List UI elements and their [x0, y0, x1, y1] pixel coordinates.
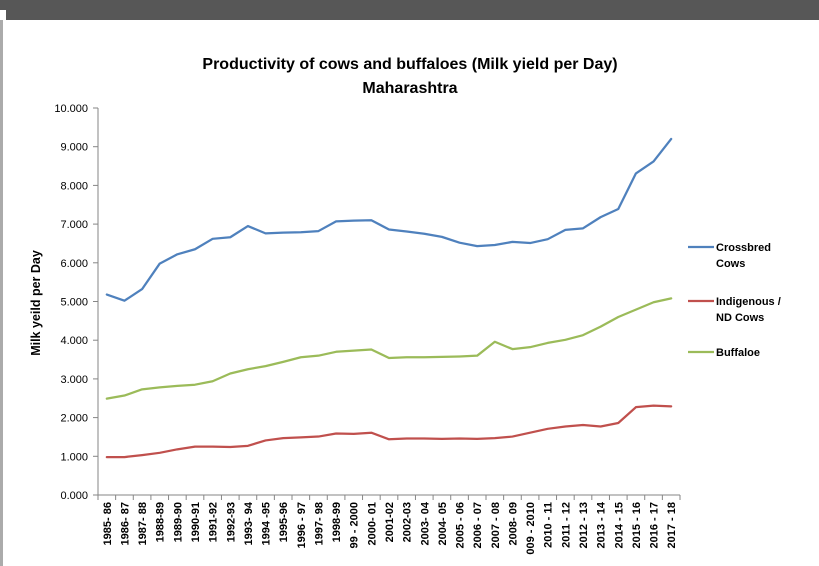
- y-tick-label: 5.000: [60, 297, 88, 309]
- x-tick-label: 1996 - 97: [296, 502, 308, 548]
- legend-label: Buffaloe: [716, 347, 760, 359]
- y-tick-label: 10.000: [54, 103, 88, 115]
- x-tick-label: 2003- 04: [419, 501, 431, 545]
- x-tick-label: 1997- 98: [313, 502, 325, 545]
- x-tick-label: 2013 - 14: [596, 501, 608, 548]
- x-tick-label: 1990-91: [190, 502, 202, 542]
- x-tick-label: 2007 - 08: [490, 502, 502, 548]
- y-axis-title: Milk yeild per Day: [29, 250, 43, 356]
- viewer-toolbar: [0, 0, 819, 20]
- x-tick-label: 1989-90: [172, 502, 184, 542]
- legend-label: Crossbred: [716, 242, 771, 254]
- series-line: [105, 404, 673, 459]
- y-tick-label: 2.000: [60, 413, 88, 425]
- x-axis: 1985- 86 1986- 87 1987- 88 1988-89 1989-90 19…: [97, 494, 681, 555]
- x-tick-label: 1998-99: [331, 502, 343, 542]
- x-tick-label: 2001-02: [384, 502, 396, 542]
- x-tick-label: 99 - 2000: [349, 502, 361, 548]
- legend-label: ND Cows: [716, 312, 764, 324]
- series-layer: [105, 137, 673, 459]
- x-tick-label: 2004- 05: [437, 502, 449, 545]
- y-tick-label: 8.000: [60, 180, 88, 192]
- toolbar-edge: [0, 10, 6, 20]
- chart-subtitle: Maharashtra: [362, 80, 457, 97]
- y-tick-label: 0.000: [60, 490, 88, 502]
- x-tick-label: 2017 - 18: [666, 502, 678, 548]
- x-tick-label: 2000- 01: [366, 502, 378, 545]
- x-tick-label: 1986- 87: [119, 502, 131, 545]
- x-tick-label: 2010 - 11: [543, 502, 555, 548]
- x-tick-label: 1988-89: [155, 502, 167, 542]
- x-tick-label: 1985- 86: [102, 502, 114, 545]
- legend: Crossbred Cows Indigenous / ND Cows Buffaloe: [688, 242, 781, 359]
- x-tick-label: 1987- 88: [137, 502, 149, 545]
- x-tick-label: 2008- 09: [507, 502, 519, 545]
- y-axis: 0.000 1.000 2.000 3.000 4.000 5.000 6.000 7.000…: [54, 103, 99, 502]
- x-tick-label: 1995-96: [278, 502, 290, 542]
- x-tick-label: 2005 - 06: [455, 502, 467, 548]
- x-tick-label: 2012 - 13: [578, 502, 590, 548]
- y-tick-label: 6.000: [60, 258, 88, 270]
- x-tick-label: 009 - 2010: [525, 502, 537, 555]
- page-left-edge: [0, 20, 3, 566]
- x-tick-label: 2016 - 17: [649, 502, 661, 548]
- x-tick-label: 2014 - 15: [613, 502, 625, 548]
- x-tick-label: 2002-03: [402, 502, 414, 542]
- x-tick-label: 1994 -95: [261, 502, 273, 545]
- y-tick-label: 3.000: [60, 374, 88, 386]
- x-tick-label: 2006 - 07: [472, 502, 484, 548]
- x-tick-label: 1991-92: [208, 502, 220, 542]
- y-tick-label: 7.000: [60, 219, 88, 231]
- y-tick-label: 4.000: [60, 335, 88, 347]
- x-tick-label: 2015 - 16: [631, 502, 643, 548]
- legend-label: Indigenous /: [716, 296, 781, 308]
- y-tick-label: 1.000: [60, 451, 88, 463]
- document-page: [3, 20, 819, 566]
- legend-label: Cows: [716, 258, 745, 270]
- chart-title: Productivity of cows and buffaloes (Milk…: [202, 56, 617, 73]
- x-tick-label: 2011 - 12: [560, 502, 572, 548]
- series-line: [105, 297, 673, 400]
- series-line: [105, 137, 673, 302]
- toolbar-edge-right: [790, 10, 819, 20]
- x-tick-label: 1992-93: [225, 502, 237, 542]
- x-tick-label: 1993- 94: [243, 501, 255, 545]
- y-tick-label: 9.000: [60, 142, 88, 154]
